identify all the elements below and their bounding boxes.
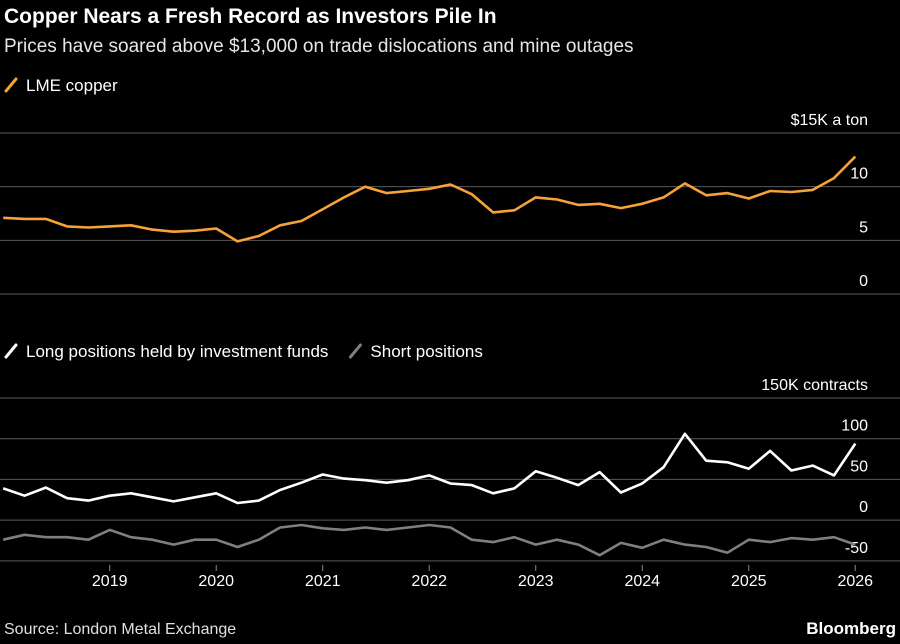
chart-subtitle: Prices have soared above $13,000 on trad… xyxy=(4,36,634,57)
x-tick-label: 2024 xyxy=(624,573,660,590)
legend-swatch xyxy=(4,343,18,359)
y-tick-label: $15K a ton xyxy=(791,112,868,129)
series-line xyxy=(2,523,856,557)
x-tick-label: 2020 xyxy=(198,573,234,590)
series-line xyxy=(3,155,857,243)
legend-label: Long positions held by investment funds xyxy=(26,342,328,361)
y-tick-label: 0 xyxy=(859,499,868,516)
y-tick-label: 150K contracts xyxy=(761,377,868,394)
y-tick-label: 10 xyxy=(850,166,868,183)
series-line xyxy=(2,432,857,505)
x-tick-label: 2025 xyxy=(731,573,767,590)
brand: Bloomberg xyxy=(806,619,896,638)
y-tick-label: 50 xyxy=(850,458,868,475)
chart-title: Copper Nears a Fresh Record as Investors… xyxy=(4,5,497,28)
legend-swatch xyxy=(4,77,18,93)
legend-swatch xyxy=(348,343,362,359)
x-tick-label: 2019 xyxy=(92,573,128,590)
x-tick-label: 2021 xyxy=(305,573,341,590)
source: Source: London Metal Exchange xyxy=(4,621,236,638)
x-tick-label: 2023 xyxy=(518,573,554,590)
y-tick-label: 0 xyxy=(859,273,868,290)
x-tick-label: 2026 xyxy=(837,573,873,590)
y-tick-label: 100 xyxy=(841,418,868,435)
x-tick-label: 2022 xyxy=(411,573,447,590)
legend-label: LME copper xyxy=(26,76,118,95)
y-tick-label: 5 xyxy=(859,219,868,236)
legend-label: Short positions xyxy=(370,342,482,361)
